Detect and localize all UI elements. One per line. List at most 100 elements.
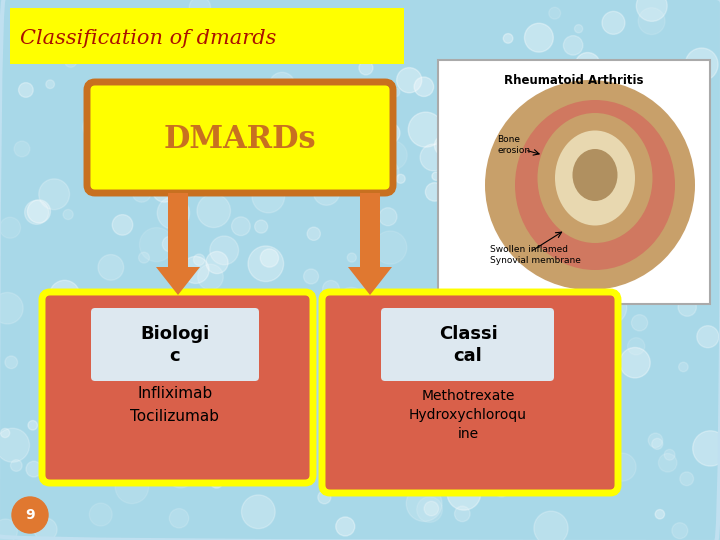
Text: Infliximab
Tocilizumab: Infliximab Tocilizumab [130,387,220,423]
Circle shape [5,356,17,369]
Circle shape [25,12,60,47]
Circle shape [26,461,42,477]
Circle shape [364,401,379,415]
Circle shape [379,141,408,170]
Circle shape [198,264,223,290]
Circle shape [359,61,373,75]
Circle shape [691,144,703,157]
Polygon shape [156,267,200,295]
Polygon shape [348,267,392,295]
Circle shape [243,145,272,174]
Circle shape [543,338,553,347]
Circle shape [229,357,241,370]
Circle shape [49,408,69,429]
Circle shape [313,179,340,205]
Circle shape [631,315,648,331]
Circle shape [647,194,673,221]
Circle shape [580,319,599,338]
Circle shape [333,368,346,380]
Circle shape [271,407,300,436]
Text: Bone
erosion: Bone erosion [497,135,530,155]
Circle shape [169,509,189,528]
Circle shape [497,104,508,114]
Circle shape [67,339,84,356]
Circle shape [693,431,720,466]
Circle shape [494,226,505,237]
Circle shape [493,481,510,497]
Circle shape [620,348,650,378]
Circle shape [41,458,53,471]
Circle shape [608,249,642,282]
Circle shape [101,364,130,393]
Circle shape [602,11,625,35]
Circle shape [11,460,22,471]
Circle shape [320,326,335,341]
Text: cal: cal [454,347,482,365]
Text: 9: 9 [25,508,35,522]
Circle shape [396,174,405,183]
Circle shape [321,376,341,396]
Circle shape [146,147,175,175]
Circle shape [479,425,504,451]
Circle shape [336,517,355,536]
FancyBboxPatch shape [87,82,393,193]
Circle shape [269,72,295,98]
Polygon shape [168,193,188,267]
Circle shape [39,179,70,210]
Circle shape [28,421,37,430]
Circle shape [608,453,636,481]
Circle shape [182,256,209,284]
Circle shape [590,212,623,245]
Circle shape [0,428,30,462]
Circle shape [138,252,150,263]
Circle shape [426,183,444,201]
Circle shape [678,298,696,316]
Circle shape [248,246,284,281]
Circle shape [563,36,583,55]
Circle shape [129,157,157,186]
Circle shape [347,253,356,262]
Circle shape [464,107,481,125]
Circle shape [688,279,711,301]
Circle shape [286,365,308,388]
Circle shape [105,17,129,41]
Circle shape [447,476,481,510]
Circle shape [487,335,521,368]
FancyBboxPatch shape [322,292,618,493]
Circle shape [688,286,702,300]
FancyBboxPatch shape [42,292,313,483]
Circle shape [0,217,21,238]
Circle shape [132,184,151,202]
Circle shape [152,296,166,311]
Circle shape [424,501,438,516]
Circle shape [415,375,446,407]
Circle shape [50,280,80,310]
Circle shape [569,253,587,271]
Circle shape [89,145,97,153]
Circle shape [484,377,516,410]
Circle shape [503,33,513,43]
Circle shape [46,80,55,89]
Circle shape [63,210,73,220]
Circle shape [559,184,582,208]
Circle shape [569,131,586,149]
Circle shape [631,240,651,260]
Circle shape [697,326,719,348]
Circle shape [0,293,23,324]
Circle shape [267,32,284,48]
Circle shape [59,370,82,393]
FancyBboxPatch shape [381,308,554,381]
Circle shape [679,362,688,372]
Circle shape [65,55,77,68]
Circle shape [104,379,135,409]
Circle shape [258,395,274,410]
Circle shape [34,518,57,540]
Circle shape [116,11,127,22]
Circle shape [594,292,626,324]
Circle shape [379,123,400,143]
Circle shape [14,141,30,157]
Circle shape [639,64,662,87]
Circle shape [680,472,693,485]
Circle shape [655,510,665,519]
Circle shape [163,32,179,48]
